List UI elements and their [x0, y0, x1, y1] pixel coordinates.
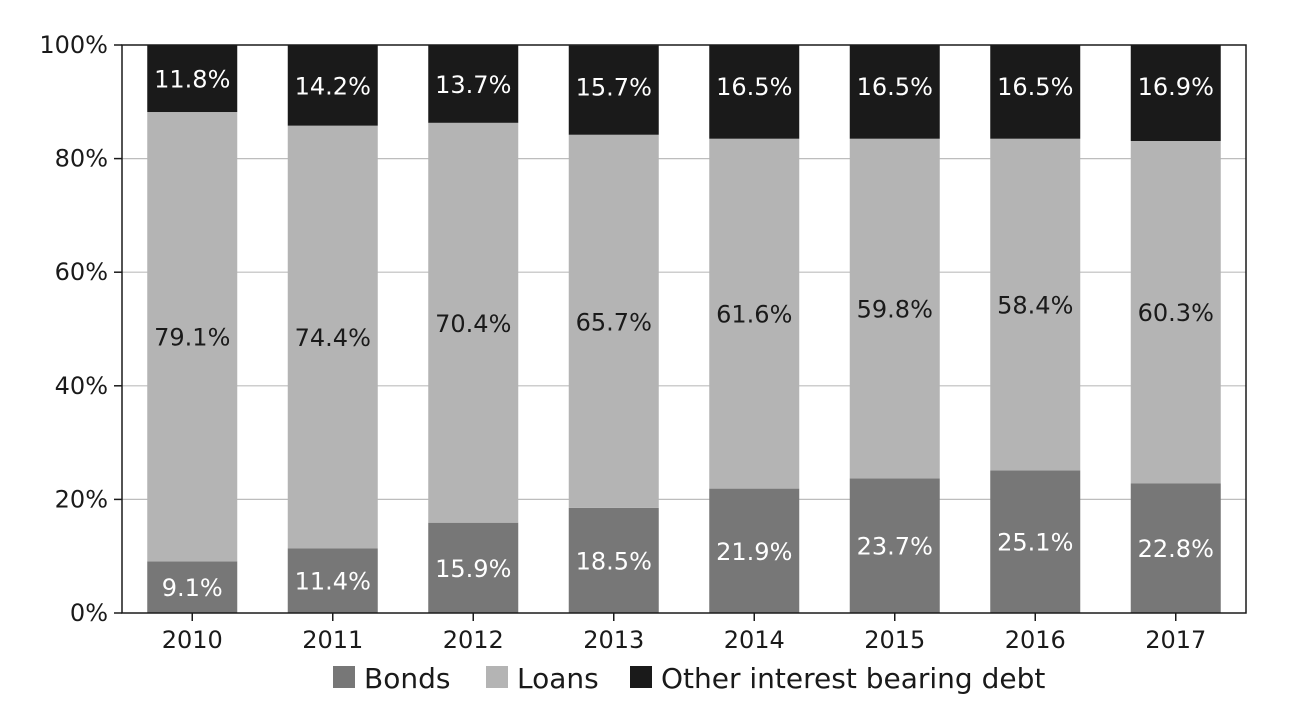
bar-segment-bonds — [1130, 483, 1221, 613]
data-label: 16.5% — [716, 73, 792, 101]
y-tick-label: 100% — [39, 31, 108, 59]
legend-label: Other interest bearing debt — [661, 662, 1045, 695]
data-label: 25.1% — [997, 529, 1073, 557]
data-label: 16.5% — [997, 73, 1073, 101]
bar-segment-other-interest-bearing-debt — [287, 45, 378, 126]
x-tick-label: 2015 — [864, 626, 925, 654]
y-tick-label: 20% — [55, 485, 108, 513]
bar-segment-other-interest-bearing-debt — [1130, 45, 1221, 141]
legend-swatch — [486, 666, 508, 688]
data-label: 74.4% — [295, 324, 371, 352]
x-axis: 2010 2011 2012 2013 2014 2015 2016 2017 — [162, 613, 1206, 654]
bar-segment-loans — [709, 138, 800, 489]
bar-segment-other-interest-bearing-debt — [568, 45, 659, 135]
bar-segment-bonds — [990, 470, 1081, 613]
plot-frame — [121, 44, 1247, 614]
bar-segment-other-interest-bearing-debt — [428, 45, 519, 123]
x-tick-label: 2017 — [1145, 626, 1206, 654]
data-label: 15.7% — [576, 74, 652, 102]
y-tick-label: 60% — [55, 258, 108, 286]
data-label: 14.2% — [295, 72, 371, 100]
bar-segment-other-interest-bearing-debt — [990, 45, 1081, 139]
data-label: 70.4% — [435, 310, 511, 338]
legend-label: Loans — [517, 662, 599, 695]
bar-segment-loans — [287, 125, 378, 549]
data-label: 16.5% — [857, 73, 933, 101]
bar-segment-loans — [428, 122, 519, 523]
data-label: 13.7% — [435, 71, 511, 99]
data-label: 21.9% — [716, 538, 792, 566]
data-label: 59.8% — [857, 296, 933, 324]
x-tick-label: 2014 — [724, 626, 785, 654]
data-label: 11.8% — [154, 66, 230, 94]
x-tick-label: 2012 — [443, 626, 504, 654]
bar-segment-bonds — [147, 561, 238, 613]
legend-swatch — [333, 666, 355, 688]
data-label: 58.4% — [997, 292, 1073, 320]
data-label: 79.1% — [154, 324, 230, 352]
x-tick-label: 2013 — [583, 626, 644, 654]
bar-segment-bonds — [709, 488, 800, 613]
bar-segment-bonds — [568, 507, 659, 613]
bar-segment-other-interest-bearing-debt — [849, 45, 940, 139]
bar-segment-bonds — [849, 478, 940, 613]
data-label: 16.9% — [1138, 73, 1214, 101]
data-label: 9.1% — [162, 574, 223, 602]
data-label: 15.9% — [435, 555, 511, 583]
bar-segment-loans — [990, 138, 1081, 471]
x-tick-label: 2011 — [302, 626, 363, 654]
y-axis: 0% 20% 40% 60% 80% 100% — [39, 31, 122, 627]
bar-segment-other-interest-bearing-debt — [709, 45, 800, 139]
bar-segment-other-interest-bearing-debt — [147, 45, 238, 113]
bar-segment-loans — [849, 138, 940, 479]
data-label: 18.5% — [576, 547, 652, 575]
y-tick-label: 80% — [55, 145, 108, 173]
data-label: 65.7% — [576, 308, 652, 336]
data-label: 61.6% — [716, 301, 792, 329]
y-tick-label: 0% — [70, 599, 108, 627]
bar-segment-bonds — [428, 522, 519, 613]
data-label: 11.4% — [295, 568, 371, 596]
legend-label: Bonds — [364, 662, 450, 695]
bar-segment-bonds — [287, 548, 378, 613]
data-labels: 9.1% 79.1% 11.8% 11.4% 74.4% 14.2% 15.9% 70.4% 1… — [154, 66, 1214, 603]
data-label: 22.8% — [1138, 535, 1214, 563]
bars — [147, 45, 1221, 613]
legend-swatch — [630, 666, 652, 688]
data-label: 23.7% — [857, 533, 933, 561]
y-tick-label: 40% — [55, 372, 108, 400]
bar-segment-loans — [147, 112, 238, 562]
x-tick-label: 2016 — [1005, 626, 1066, 654]
data-label: 60.3% — [1138, 299, 1214, 327]
bar-segment-loans — [568, 134, 659, 508]
bar-segment-loans — [1130, 140, 1221, 484]
x-tick-label: 2010 — [162, 626, 223, 654]
legend: Bonds Loans Other interest bearing debt — [333, 662, 1045, 695]
